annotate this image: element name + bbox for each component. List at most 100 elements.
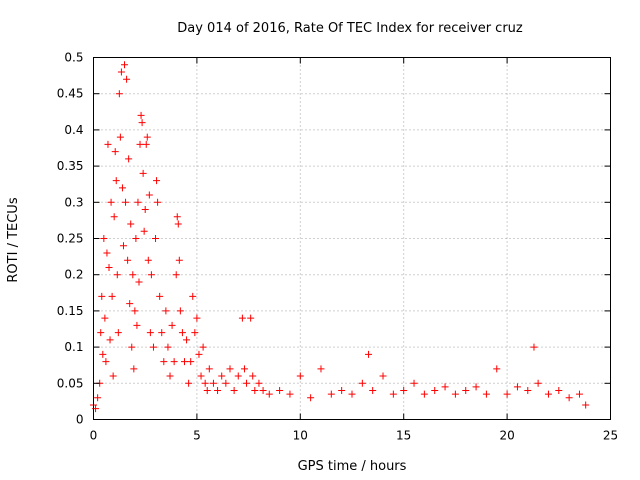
- data-point: [176, 307, 184, 315]
- data-point: [172, 271, 180, 279]
- data-point: [142, 140, 150, 148]
- points-layer: [90, 61, 590, 413]
- data-point: [513, 383, 521, 391]
- data-point: [379, 372, 387, 380]
- tick-layer: 0 5 10 15 20 25 0 0.05 0.1 0.15 0.2 0.25 0.3 0.35 0.4 0…: [57, 51, 618, 443]
- data-point: [544, 390, 552, 398]
- data-point: [187, 358, 195, 366]
- data-point: [166, 372, 174, 380]
- data-point: [110, 213, 118, 221]
- x-tick-label: 0: [90, 429, 98, 443]
- data-point: [369, 387, 377, 395]
- data-point: [158, 329, 166, 337]
- data-point: [115, 90, 123, 98]
- data-point: [152, 235, 160, 242]
- data-point: [193, 314, 201, 322]
- data-point: [243, 379, 251, 387]
- data-point: [582, 401, 590, 409]
- data-point: [431, 387, 439, 395]
- data-point: [307, 394, 315, 402]
- y-tick-label: 0.4: [64, 123, 83, 137]
- data-point: [214, 387, 222, 395]
- data-point: [201, 379, 209, 387]
- data-point: [209, 379, 217, 387]
- data-point: [240, 365, 248, 373]
- x-tick-label: 15: [396, 429, 411, 443]
- data-point: [255, 379, 263, 387]
- y-tick-label: 0.15: [57, 304, 84, 318]
- x-axis-label: GPS time / hours: [298, 459, 407, 474]
- data-point: [117, 68, 125, 76]
- data-point: [154, 198, 162, 206]
- data-point: [185, 379, 193, 387]
- data-point: [137, 111, 145, 119]
- data-point: [180, 358, 188, 366]
- data-point: [524, 387, 532, 395]
- x-tick-label: 10: [293, 429, 308, 443]
- data-point: [348, 390, 356, 398]
- y-tick-label: 0.3: [64, 195, 83, 209]
- data-point: [178, 329, 186, 337]
- data-point: [170, 358, 178, 366]
- data-point: [296, 372, 304, 380]
- data-point: [140, 227, 148, 235]
- data-point: [100, 235, 108, 242]
- data-point: [174, 220, 182, 228]
- data-point: [247, 314, 255, 322]
- data-point: [149, 343, 157, 351]
- data-point: [109, 372, 117, 380]
- data-point: [138, 119, 146, 127]
- data-point: [147, 271, 155, 279]
- data-point: [124, 256, 132, 264]
- data-point: [189, 292, 197, 300]
- chart-title: Day 014 of 2016, Rate Of TEC Index for r…: [177, 21, 523, 36]
- data-point: [503, 390, 511, 398]
- data-point: [153, 177, 161, 185]
- data-point: [130, 365, 138, 373]
- data-point: [472, 383, 480, 391]
- data-point: [234, 372, 242, 380]
- x-tick-label: 20: [499, 429, 514, 443]
- data-point: [168, 321, 176, 329]
- data-point: [144, 256, 152, 264]
- data-point: [327, 390, 335, 398]
- grid-layer: [93, 57, 611, 420]
- y-tick-label: 0.5: [64, 51, 83, 65]
- data-point: [131, 307, 139, 315]
- data-point: [575, 390, 583, 398]
- data-point: [104, 140, 112, 148]
- data-point: [111, 148, 119, 156]
- data-point: [121, 61, 129, 69]
- data-point: [118, 184, 126, 192]
- y-tick-label: 0.25: [57, 232, 84, 246]
- data-point: [128, 343, 136, 351]
- data-point: [222, 379, 230, 387]
- data-point: [108, 292, 116, 300]
- data-point: [122, 198, 130, 206]
- data-point: [97, 329, 105, 337]
- data-point: [226, 365, 234, 373]
- data-point: [555, 387, 563, 395]
- data-point: [143, 133, 151, 141]
- data-point: [106, 336, 114, 344]
- data-point: [441, 383, 449, 391]
- data-point: [238, 314, 246, 322]
- data-point: [493, 365, 501, 373]
- plot-frame: [93, 57, 611, 420]
- data-point: [197, 372, 205, 380]
- data-point: [358, 379, 366, 387]
- data-point: [338, 387, 346, 395]
- y-axis-label: ROTI / TECUs: [6, 197, 21, 282]
- data-point: [265, 390, 273, 398]
- data-point: [123, 75, 131, 83]
- data-point: [259, 387, 267, 395]
- data-point: [162, 307, 170, 315]
- data-point: [139, 169, 147, 177]
- data-point: [276, 387, 284, 395]
- data-point: [175, 256, 183, 264]
- data-point: [112, 177, 120, 185]
- data-point: [105, 263, 113, 271]
- data-point: [127, 220, 135, 228]
- data-point: [191, 329, 199, 337]
- data-point: [145, 191, 153, 199]
